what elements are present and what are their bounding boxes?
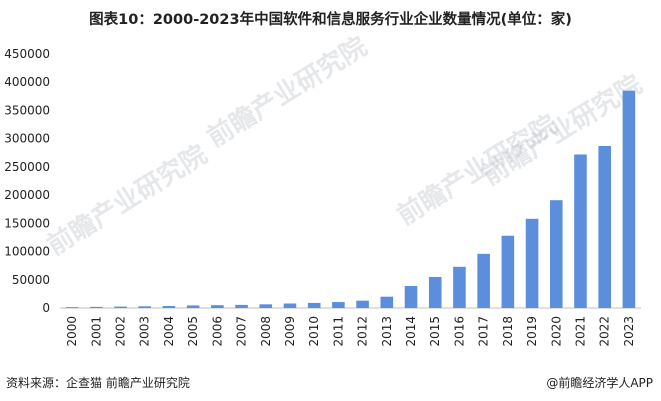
y-tick-label: 300000 [4, 132, 50, 146]
bar [332, 302, 345, 308]
bar [235, 304, 248, 308]
x-tick-label: 2004 [162, 316, 176, 347]
x-tick-label: 2007 [235, 316, 249, 347]
x-tick-label: 2012 [356, 316, 370, 347]
source-note: 资料来源：企查猫 前瞻产业研究院 [6, 376, 190, 390]
bar [90, 306, 103, 308]
x-tick-label: 2008 [259, 316, 273, 347]
x-tick-label: 2006 [210, 316, 224, 347]
bar [307, 302, 321, 308]
bar [138, 306, 152, 308]
x-tick-label: 2001 [89, 316, 103, 347]
y-tick-label: 200000 [4, 188, 50, 202]
bar [65, 307, 79, 308]
x-tick-label: 2013 [380, 316, 394, 347]
y-tick-label: 400000 [4, 75, 50, 89]
bar [598, 146, 611, 308]
bar [283, 303, 297, 308]
x-tick-label: 2003 [138, 316, 152, 347]
y-tick-label: 350000 [4, 103, 50, 117]
x-tick-label: 2020 [549, 316, 563, 347]
bar [453, 266, 466, 308]
x-tick-label: 2017 [477, 316, 491, 347]
x-tick-label: 2022 [598, 316, 612, 347]
y-tick-label: 100000 [4, 245, 50, 259]
x-tick-label: 2021 [573, 316, 587, 347]
chart-title: 图表10：2000-2023年中国软件和信息服务行业企业数量情况(单位：家) [89, 12, 572, 28]
x-tick-label: 2000 [65, 316, 79, 347]
bar [549, 200, 563, 308]
x-tick-label: 2015 [428, 316, 442, 347]
bar [501, 235, 515, 308]
x-tick-label: 2011 [331, 316, 345, 347]
x-tick-label: 2019 [525, 316, 539, 347]
bar [574, 154, 587, 308]
y-tick-label: 250000 [4, 160, 50, 174]
y-tick-label: 450000 [4, 47, 50, 61]
x-tick-label: 2002 [114, 316, 128, 347]
x-tick-label: 2014 [404, 316, 418, 347]
y-tick-label: 150000 [4, 216, 50, 230]
bar [114, 306, 127, 308]
x-tick-label: 2023 [622, 316, 636, 347]
bar [162, 306, 176, 308]
x-tick-label: 2010 [307, 316, 321, 347]
bar [428, 276, 442, 308]
x-tick-label: 2009 [283, 316, 297, 347]
bar [380, 296, 394, 308]
bar [211, 305, 224, 308]
bar [356, 300, 369, 308]
bar [259, 304, 273, 308]
bar [525, 218, 539, 308]
credit-note: @前瞻经济学人APP [546, 376, 653, 390]
x-tick-label: 2018 [501, 316, 515, 347]
y-tick-label: 50000 [12, 273, 50, 287]
bar [477, 253, 490, 308]
y-tick-label: 0 [42, 301, 50, 315]
x-tick-label: 2005 [186, 316, 200, 347]
bar [404, 285, 418, 308]
x-tick-label: 2016 [452, 316, 466, 347]
bar [186, 305, 200, 308]
bar [622, 90, 636, 308]
